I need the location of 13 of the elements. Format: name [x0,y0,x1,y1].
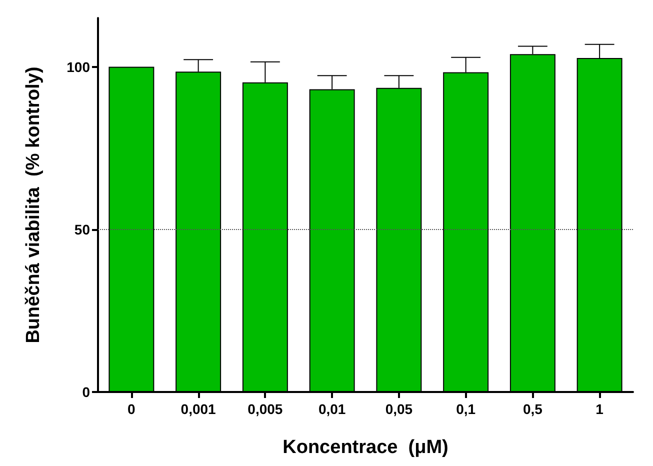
x-axis-title: Koncentrace (μM) [282,437,448,458]
x-tick-label: 1 [596,401,604,417]
x-tick-label: 0,1 [456,401,476,417]
y-axis-title: Buněčná viabilita (% kontroly) [23,66,44,344]
x-tick-label: 0 [128,401,136,417]
x-tick-label: 0,5 [522,401,543,417]
x-tick-label: 0,005 [248,401,283,417]
x-tick-label: 0,05 [385,401,413,417]
y-tick-label: 50 [74,221,90,238]
x-tick-label: 0,001 [180,401,216,417]
y-tick-label: 0 [82,384,90,400]
x-tick-label: 0,01 [318,401,346,417]
y-tick-label: 100 [66,58,90,75]
